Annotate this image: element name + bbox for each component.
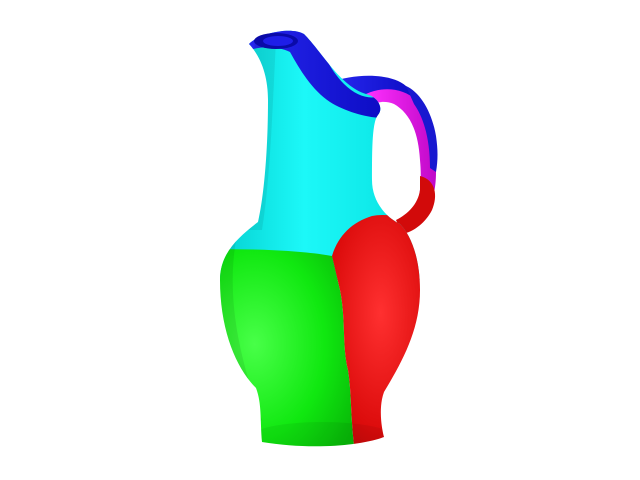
- segment-handle-upper: [366, 89, 436, 214]
- jug-handle: [332, 75, 438, 234]
- body-foot-shadow: [252, 422, 392, 447]
- segment-handle-outer-blue: [406, 86, 438, 172]
- spout-opening-inner: [263, 36, 293, 46]
- jug-body: [220, 30, 420, 447]
- segment-handle-lower: [396, 176, 436, 234]
